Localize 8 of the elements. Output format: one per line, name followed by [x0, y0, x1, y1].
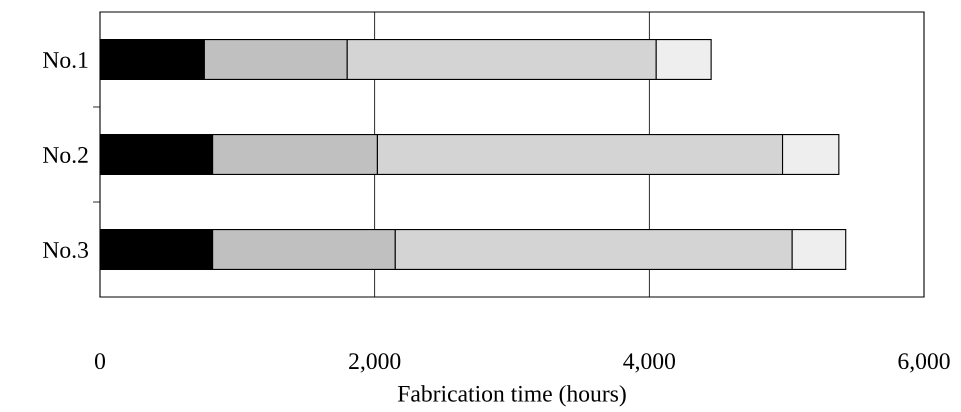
x-tick-label: 0: [94, 353, 106, 370]
x-tick-label: 6,000: [898, 353, 950, 373]
y-tick-label: No.2: [43, 147, 88, 164]
x-tick-label: 2,000: [349, 353, 400, 373]
x-axis-title: Fabrication time (hours): [398, 385, 626, 406]
x-tick-label: 4,000: [623, 353, 675, 373]
y-tick-label: No.1: [43, 52, 88, 68]
y-tick-label: No.3: [43, 242, 88, 258]
